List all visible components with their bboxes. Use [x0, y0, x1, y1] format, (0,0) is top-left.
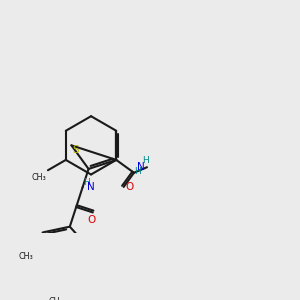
Text: N: N [87, 182, 95, 192]
Text: S: S [73, 145, 79, 155]
Text: H: H [84, 178, 90, 187]
Text: N: N [137, 162, 145, 172]
Text: H: H [142, 156, 149, 165]
Text: CH₃: CH₃ [32, 173, 47, 182]
Text: O: O [126, 182, 134, 192]
Text: O: O [88, 215, 96, 225]
Text: CH₃: CH₃ [49, 297, 63, 300]
Text: H: H [134, 167, 141, 176]
Text: CH₃: CH₃ [19, 252, 34, 261]
